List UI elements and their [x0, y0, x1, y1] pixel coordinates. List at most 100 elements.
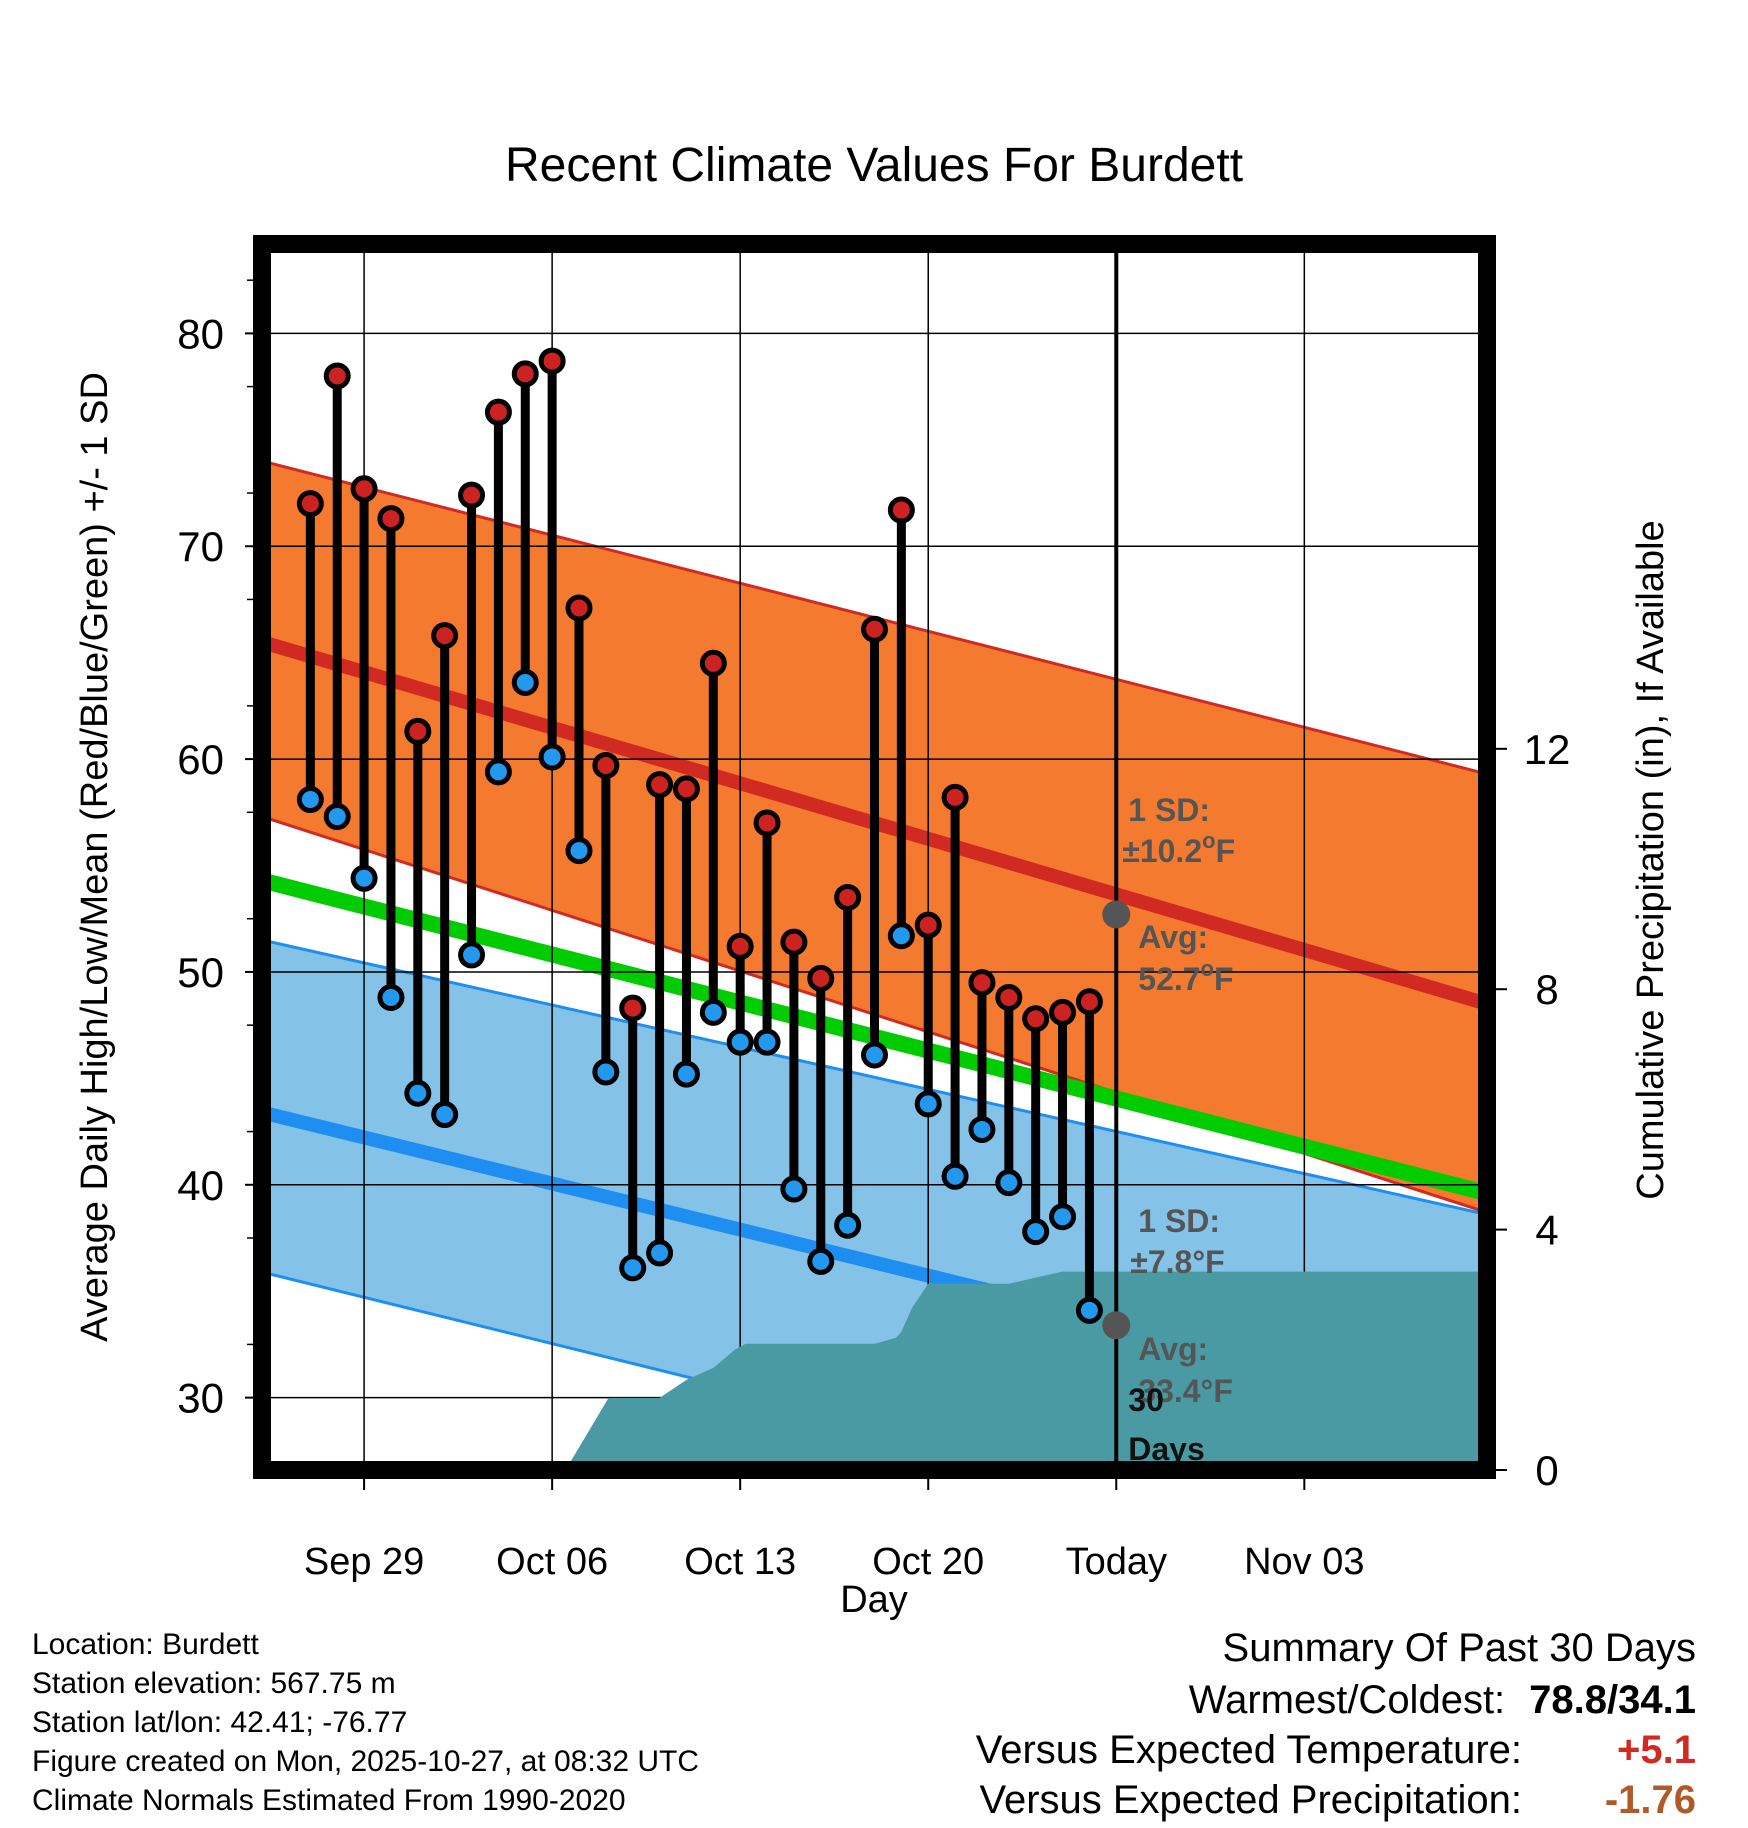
high-temp-point: [1022, 1005, 1050, 1033]
high-temp-point: [861, 615, 888, 643]
high-temp-point: [726, 932, 754, 960]
temp-value: +5.1: [1617, 1728, 1696, 1772]
low-temp-point: [753, 1028, 781, 1056]
today-marker: [1102, 244, 1131, 1470]
high-temp-point: [995, 983, 1023, 1011]
y-axis-label: Average Daily High/Low/Mean (Red/Blue/Gr…: [74, 372, 116, 1342]
low-temp-point: [726, 1028, 754, 1056]
y-tick-label: 30: [177, 1375, 224, 1422]
temperature-stems: [305, 361, 1094, 1311]
warm-cold-row: Warmest/Coldest: 78.8/34.1: [976, 1675, 1696, 1725]
high-temp-point: [887, 496, 915, 524]
station-info: Location: Burdett Station elevation: 567…: [32, 1625, 699, 1820]
high-temp-point: [619, 994, 647, 1022]
high-temp-point: [672, 775, 700, 803]
today-high-avg-marker: [1102, 900, 1131, 929]
temperature-dots: [296, 347, 1103, 1324]
low-temp-point: [538, 743, 566, 771]
high-temp-point: [1049, 998, 1077, 1026]
low-temp-point: [1075, 1296, 1103, 1324]
elevation-text: Station elevation: 567.75 m: [32, 1667, 396, 1700]
low-sd-label: 1 SD:: [1138, 1203, 1220, 1239]
high-temp-point: [296, 490, 324, 518]
latlon-text: Station lat/lon: 42.41; -76.77: [32, 1706, 408, 1739]
y-tick-label: 50: [177, 949, 224, 996]
high-temp-point: [914, 911, 942, 939]
high-temp-point: [323, 362, 351, 390]
high-temp-point: [565, 594, 593, 622]
warm-cold-value: 78.8/34.1: [1529, 1678, 1696, 1722]
y2-tick-label: 8: [1535, 966, 1558, 1013]
summary-title: Summary Of Past 30 Days: [1222, 1626, 1696, 1670]
low-temp-point: [323, 803, 351, 831]
warm-cold-label: Warmest/Coldest:: [1188, 1678, 1506, 1722]
low-temp-point: [861, 1041, 888, 1069]
low-avg-label: Avg:: [1138, 1331, 1208, 1367]
high-temp-point: [646, 771, 674, 799]
low-temp-point: [1049, 1203, 1077, 1231]
high-avg-label: Avg:: [1138, 919, 1208, 955]
high-avg-value: 52.7oF: [1138, 956, 1233, 997]
low-temp-point: [807, 1247, 835, 1275]
low-temp-point: [887, 922, 915, 950]
low-avg-value: 33.4°F: [1138, 1373, 1233, 1409]
temp-label: Versus Expected Temperature:: [975, 1728, 1522, 1772]
x-tick-label: Oct 13: [684, 1541, 796, 1583]
low-temp-point: [511, 668, 539, 696]
low-temp-point: [834, 1211, 862, 1239]
y-tick-label: 60: [177, 736, 224, 783]
low-temp-point: [619, 1254, 647, 1282]
location-text: Location: Burdett: [32, 1628, 259, 1661]
high-temp-point: [780, 928, 808, 956]
x-tick-label: Today: [1066, 1541, 1167, 1583]
y2-tick-label: 0: [1535, 1447, 1558, 1494]
high-temp-point: [592, 751, 620, 779]
high-temp-point: [350, 475, 378, 503]
precip-row: Versus Expected Precipitation: -1.76: [976, 1775, 1696, 1825]
low-temp-point: [995, 1169, 1023, 1197]
high-temp-point: [458, 481, 486, 509]
plot-frame: [253, 235, 1496, 1479]
high-temp-point: [753, 809, 781, 837]
high-temp-point: [404, 717, 432, 745]
low-temp-point: [592, 1058, 620, 1086]
y2-tick-label: 12: [1524, 726, 1571, 773]
high-temp-point: [538, 347, 566, 375]
y2-tick-label: 4: [1535, 1207, 1558, 1254]
low-temp-point: [914, 1090, 942, 1118]
low-temp-point: [565, 837, 593, 865]
low-temp-point: [1022, 1218, 1050, 1246]
low-temp-point: [458, 941, 486, 969]
high-temp-point: [1075, 988, 1103, 1016]
axes: 30 40 50 60 70 80 0 4 8 12 Sep 29 Oct 06 Oct 13 Oct 2…: [177, 279, 1571, 1583]
created-text: Figure created on Mon, 2025-10-27, at 08…: [32, 1745, 700, 1778]
y2-axis-label: Cumulative Precipitation (in), If Availa…: [1630, 520, 1672, 1199]
normals-text: Climate Normals Estimated From 1990-2020: [32, 1784, 626, 1817]
summary-panel: Summary Of Past 30 Days Warmest/Coldest:…: [976, 1623, 1696, 1825]
temp-row: Versus Expected Temperature: +5.1: [976, 1725, 1696, 1775]
y-tick-label: 40: [177, 1162, 224, 1209]
low-temp-point: [699, 998, 727, 1026]
low-temp-point: [780, 1175, 808, 1203]
high-temp-point: [511, 360, 539, 388]
low-temp-point: [484, 758, 512, 786]
high-temp-point: [699, 649, 727, 677]
precip-label: Versus Expected Precipitation:: [979, 1778, 1522, 1822]
today-low-avg-marker: [1102, 1311, 1131, 1340]
x-tick-label: Sep 29: [304, 1541, 424, 1583]
x-axis-label: Day: [840, 1579, 908, 1620]
precip-value: -1.76: [1604, 1778, 1696, 1822]
low-temp-point: [377, 983, 405, 1011]
high-temp-point: [431, 622, 459, 650]
x-tick-label: Nov 03: [1244, 1541, 1364, 1583]
chart-title: Recent Climate Values For Burdett: [505, 139, 1243, 192]
high-temp-point: [968, 969, 996, 997]
high-temp-point: [377, 505, 405, 533]
high-temp-point: [941, 783, 969, 811]
high-temp-point: [484, 398, 512, 426]
days-number: 30: [1128, 1382, 1164, 1418]
y-tick-label: 80: [177, 310, 224, 357]
low-temp-point: [404, 1079, 432, 1107]
y-tick-label: 70: [177, 523, 224, 570]
low-temp-point: [672, 1060, 700, 1088]
